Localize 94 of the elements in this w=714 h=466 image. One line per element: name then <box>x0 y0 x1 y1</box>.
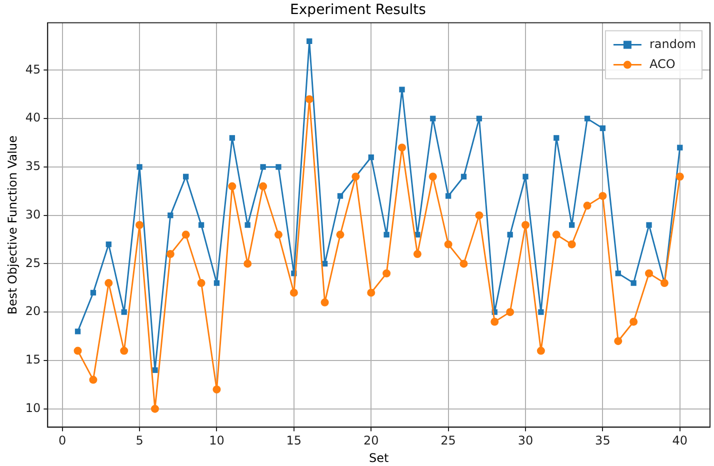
y-tick-label: 10 <box>25 400 41 415</box>
x-tick-label: 10 <box>209 434 224 448</box>
point <box>260 164 266 170</box>
point <box>428 172 437 181</box>
point <box>676 172 684 181</box>
point <box>104 279 113 288</box>
point <box>522 174 528 180</box>
point <box>121 309 127 315</box>
point <box>152 367 158 373</box>
point <box>554 135 560 141</box>
point <box>90 290 96 296</box>
point <box>522 221 530 229</box>
point <box>430 116 436 122</box>
legend-label: ACO <box>649 56 676 71</box>
point <box>182 230 190 239</box>
y-tick-label: 20 <box>25 304 41 318</box>
point <box>538 309 544 315</box>
y-tick-label: 15 <box>25 352 41 367</box>
point <box>598 192 607 200</box>
point <box>382 269 391 278</box>
chart-title: Experiment Results <box>290 2 426 18</box>
point <box>244 222 250 228</box>
point <box>166 250 174 258</box>
point <box>168 212 174 218</box>
point <box>413 250 422 258</box>
point <box>630 280 636 286</box>
point <box>228 182 236 190</box>
y-axis-title: Best Objective Function Value <box>5 136 20 314</box>
point <box>150 404 159 413</box>
x-axis-title: Set <box>368 450 389 465</box>
x-tick-label: 15 <box>286 434 302 448</box>
point <box>336 230 344 239</box>
point <box>475 211 484 220</box>
x-tick-label: 0 <box>58 434 66 448</box>
point <box>445 193 452 199</box>
x-tick-label: 30 <box>518 434 534 448</box>
point <box>306 38 312 44</box>
y-tick-label: 25 <box>25 256 41 270</box>
point <box>229 135 235 141</box>
point <box>568 240 576 248</box>
y-tick-label: 30 <box>25 207 41 222</box>
point <box>183 174 189 180</box>
point <box>399 86 405 92</box>
x-tick-label: 35 <box>595 434 610 448</box>
point <box>276 164 282 170</box>
point <box>136 164 142 170</box>
point <box>259 182 268 190</box>
x-tick-label: 40 <box>672 434 688 448</box>
point <box>645 269 654 278</box>
point <box>583 202 592 210</box>
point <box>367 288 376 297</box>
point <box>214 280 220 286</box>
point <box>460 174 467 180</box>
point <box>305 95 314 104</box>
point <box>615 270 621 276</box>
point <box>460 260 468 268</box>
x-tick-label: 5 <box>136 434 144 448</box>
point <box>197 279 206 288</box>
point <box>444 240 452 248</box>
y-tick-label: 45 <box>25 62 41 76</box>
point <box>120 346 128 355</box>
point <box>244 260 252 268</box>
point <box>600 125 606 132</box>
y-tick-label: 35 <box>25 159 41 174</box>
point <box>536 346 545 355</box>
point <box>476 116 482 122</box>
x-tick-label: 25 <box>440 434 456 448</box>
point <box>74 328 81 334</box>
point <box>274 230 282 239</box>
point <box>646 222 652 228</box>
point <box>368 154 374 160</box>
point <box>490 318 499 326</box>
point <box>584 116 590 122</box>
point <box>74 346 82 355</box>
point <box>89 376 98 384</box>
point <box>398 144 406 152</box>
point <box>290 288 298 297</box>
point <box>506 308 514 316</box>
point <box>614 337 622 346</box>
point <box>630 318 638 326</box>
point <box>136 221 144 229</box>
point <box>320 298 329 306</box>
point <box>198 222 204 228</box>
legend-label: random <box>649 36 696 51</box>
point <box>568 222 575 228</box>
y-tick-label: 40 <box>25 110 41 125</box>
point <box>384 232 390 238</box>
point <box>106 242 112 248</box>
point <box>552 230 560 239</box>
point <box>337 193 344 199</box>
point <box>212 385 221 394</box>
x-tick-label: 20 <box>363 434 379 448</box>
point <box>507 232 513 238</box>
point <box>677 144 683 150</box>
